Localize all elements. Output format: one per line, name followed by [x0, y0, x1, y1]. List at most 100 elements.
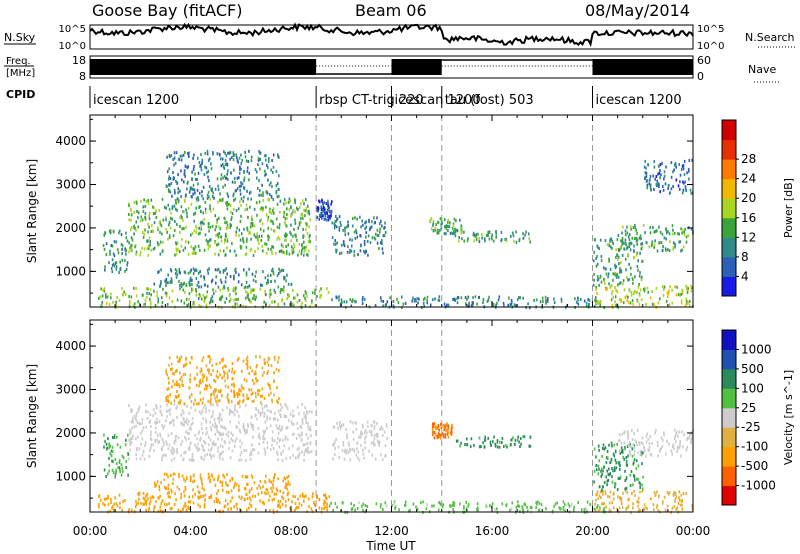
scatter-region	[98, 491, 331, 514]
colorbar-label: Velocity [m s^-1]	[782, 370, 795, 465]
colorbar-tick-label: 1000	[741, 342, 772, 356]
colorbar-tick-label: 100	[741, 381, 764, 395]
colorbar-label: Power [dB]	[782, 178, 795, 238]
y-tick-label: 4000	[55, 134, 86, 148]
scatter-region	[429, 217, 463, 236]
colorbar-tick-label: 12	[741, 230, 756, 244]
scatter-region	[127, 402, 313, 462]
colorbar-swatch	[722, 159, 736, 180]
cpid-segment-label: icescan 1200	[395, 93, 481, 108]
velocity-panel: 1000 2000 3000 4000 Slant Range [km]	[25, 319, 695, 515]
colorbar-swatch	[722, 368, 736, 389]
colorbar-swatch	[722, 330, 736, 350]
y-tick-label: 3000	[55, 178, 86, 192]
noise-trace	[89, 22, 694, 48]
noise-left-label: N.Sky	[4, 31, 36, 44]
colorbar-tick-label: -500	[741, 459, 768, 473]
scatter-region	[594, 284, 694, 309]
radar-title: Goose Bay (fitACF)	[92, 1, 242, 20]
freq-left-tick-bottom: 8	[79, 70, 86, 83]
cpid-segment-label: icescan 1200	[93, 93, 179, 108]
beam-label: Beam 06	[355, 1, 427, 20]
colorbar-tick-label: 28	[741, 152, 756, 166]
date-label: 08/May/2014	[585, 1, 690, 20]
scatter-region	[455, 435, 532, 449]
freq-left-tick-top: 18	[72, 54, 86, 67]
scatter-region	[594, 489, 694, 514]
y-tick-label: 4000	[55, 339, 86, 353]
cpid-label: CPID	[6, 88, 35, 101]
scatter-region	[128, 197, 312, 257]
frequency-panel: Freq. [MHz] 18 8 60 0 Nave	[4, 54, 780, 83]
colorbar-swatch	[722, 388, 736, 409]
scatter-region	[332, 420, 388, 462]
scatter-region	[153, 267, 293, 290]
y-tick-label: 2000	[55, 221, 86, 235]
colorbar-tick-label: -1000	[741, 479, 776, 493]
noise-left-tick-bottom: 10^0	[59, 41, 86, 52]
colorbar-swatch	[722, 256, 736, 277]
scatter-region	[98, 286, 330, 310]
scatter-region	[165, 149, 280, 201]
scatter-region	[103, 433, 130, 479]
colorbar-swatch	[722, 276, 736, 297]
x-tick-label: 08:00	[274, 524, 309, 538]
colorbar-swatch	[722, 407, 736, 428]
velocity-colorbar: 1000 500 100 25 -25 -100 -500 -1000 Velocity [m …	[721, 329, 795, 506]
x-tick-label: 16:00	[475, 524, 510, 538]
y-tick-label: 3000	[55, 383, 86, 397]
cpid-segment-label: icescan 1200	[596, 93, 682, 108]
scatter-region	[454, 230, 531, 244]
colorbar-swatch	[722, 466, 736, 487]
colorbar-tick-label: 24	[741, 172, 756, 186]
colorbar-swatch	[722, 120, 736, 141]
scatter-region	[102, 229, 129, 274]
colorbar-tick-label: 25	[741, 401, 756, 415]
y-tick-label: 1000	[55, 469, 86, 483]
y-tick-label: 2000	[55, 426, 86, 440]
scatter-region	[165, 355, 280, 406]
noise-right-label: N.Search	[745, 31, 795, 44]
scatter-region	[593, 441, 644, 492]
colorbar-tick-label: -25	[741, 420, 761, 434]
colorbar-swatch	[722, 237, 736, 258]
x-tick-label: 12:00	[374, 524, 409, 538]
scatter-region	[617, 223, 694, 253]
colorbar-tick-label: 4	[741, 269, 749, 283]
colorbar-swatch	[722, 217, 736, 238]
x-axis-label: Time UT	[365, 539, 416, 553]
noise-panel: N.Sky 10^5 10^0 10^5 10^0 N.Search	[4, 22, 796, 52]
x-tick-label: 20:00	[575, 524, 610, 538]
scatter-region	[431, 422, 453, 440]
cpid-segment-label: tau (fost) 503	[445, 93, 534, 108]
scatter-region	[331, 215, 387, 257]
colorbar-swatch	[722, 485, 736, 506]
colorbar-tick-label: 500	[741, 362, 764, 376]
noise-left-tick-top: 10^5	[59, 24, 86, 35]
x-tick-label: 00:00	[73, 524, 108, 538]
scatter-region	[316, 198, 333, 222]
noise-right-tick-top: 10^5	[697, 24, 724, 35]
noise-right-tick-bottom: 10^0	[697, 41, 724, 52]
y-axis-label: Slant Range [km]	[25, 364, 39, 468]
colorbar-tick-label: 20	[741, 191, 756, 205]
y-axis-label: Slant Range [km]	[25, 159, 39, 263]
colorbar-swatch	[722, 178, 736, 199]
scatter-region	[618, 428, 695, 458]
freq-block	[592, 59, 693, 75]
scatter-region	[643, 158, 694, 195]
x-tick-label: 00:00	[676, 524, 711, 538]
colorbar-tick-label: 16	[741, 211, 756, 225]
x-tick-label: 04:00	[173, 524, 208, 538]
y-tick-label: 1000	[55, 264, 86, 278]
x-axis-ticks: 00:00 04:00 08:00 12:00 16:00 20:00 00:00	[73, 524, 711, 538]
colorbar-swatch	[722, 446, 736, 467]
colorbar-swatch	[722, 139, 736, 160]
nave-label: Nave	[748, 63, 776, 76]
power-colorbar: 4 8 12 16 20 24 28 Power [dB]	[721, 119, 795, 297]
colorbar-swatch	[722, 427, 736, 448]
colorbar-tick-label: 8	[741, 250, 749, 264]
nave-right-tick-bottom: 0	[697, 70, 704, 83]
